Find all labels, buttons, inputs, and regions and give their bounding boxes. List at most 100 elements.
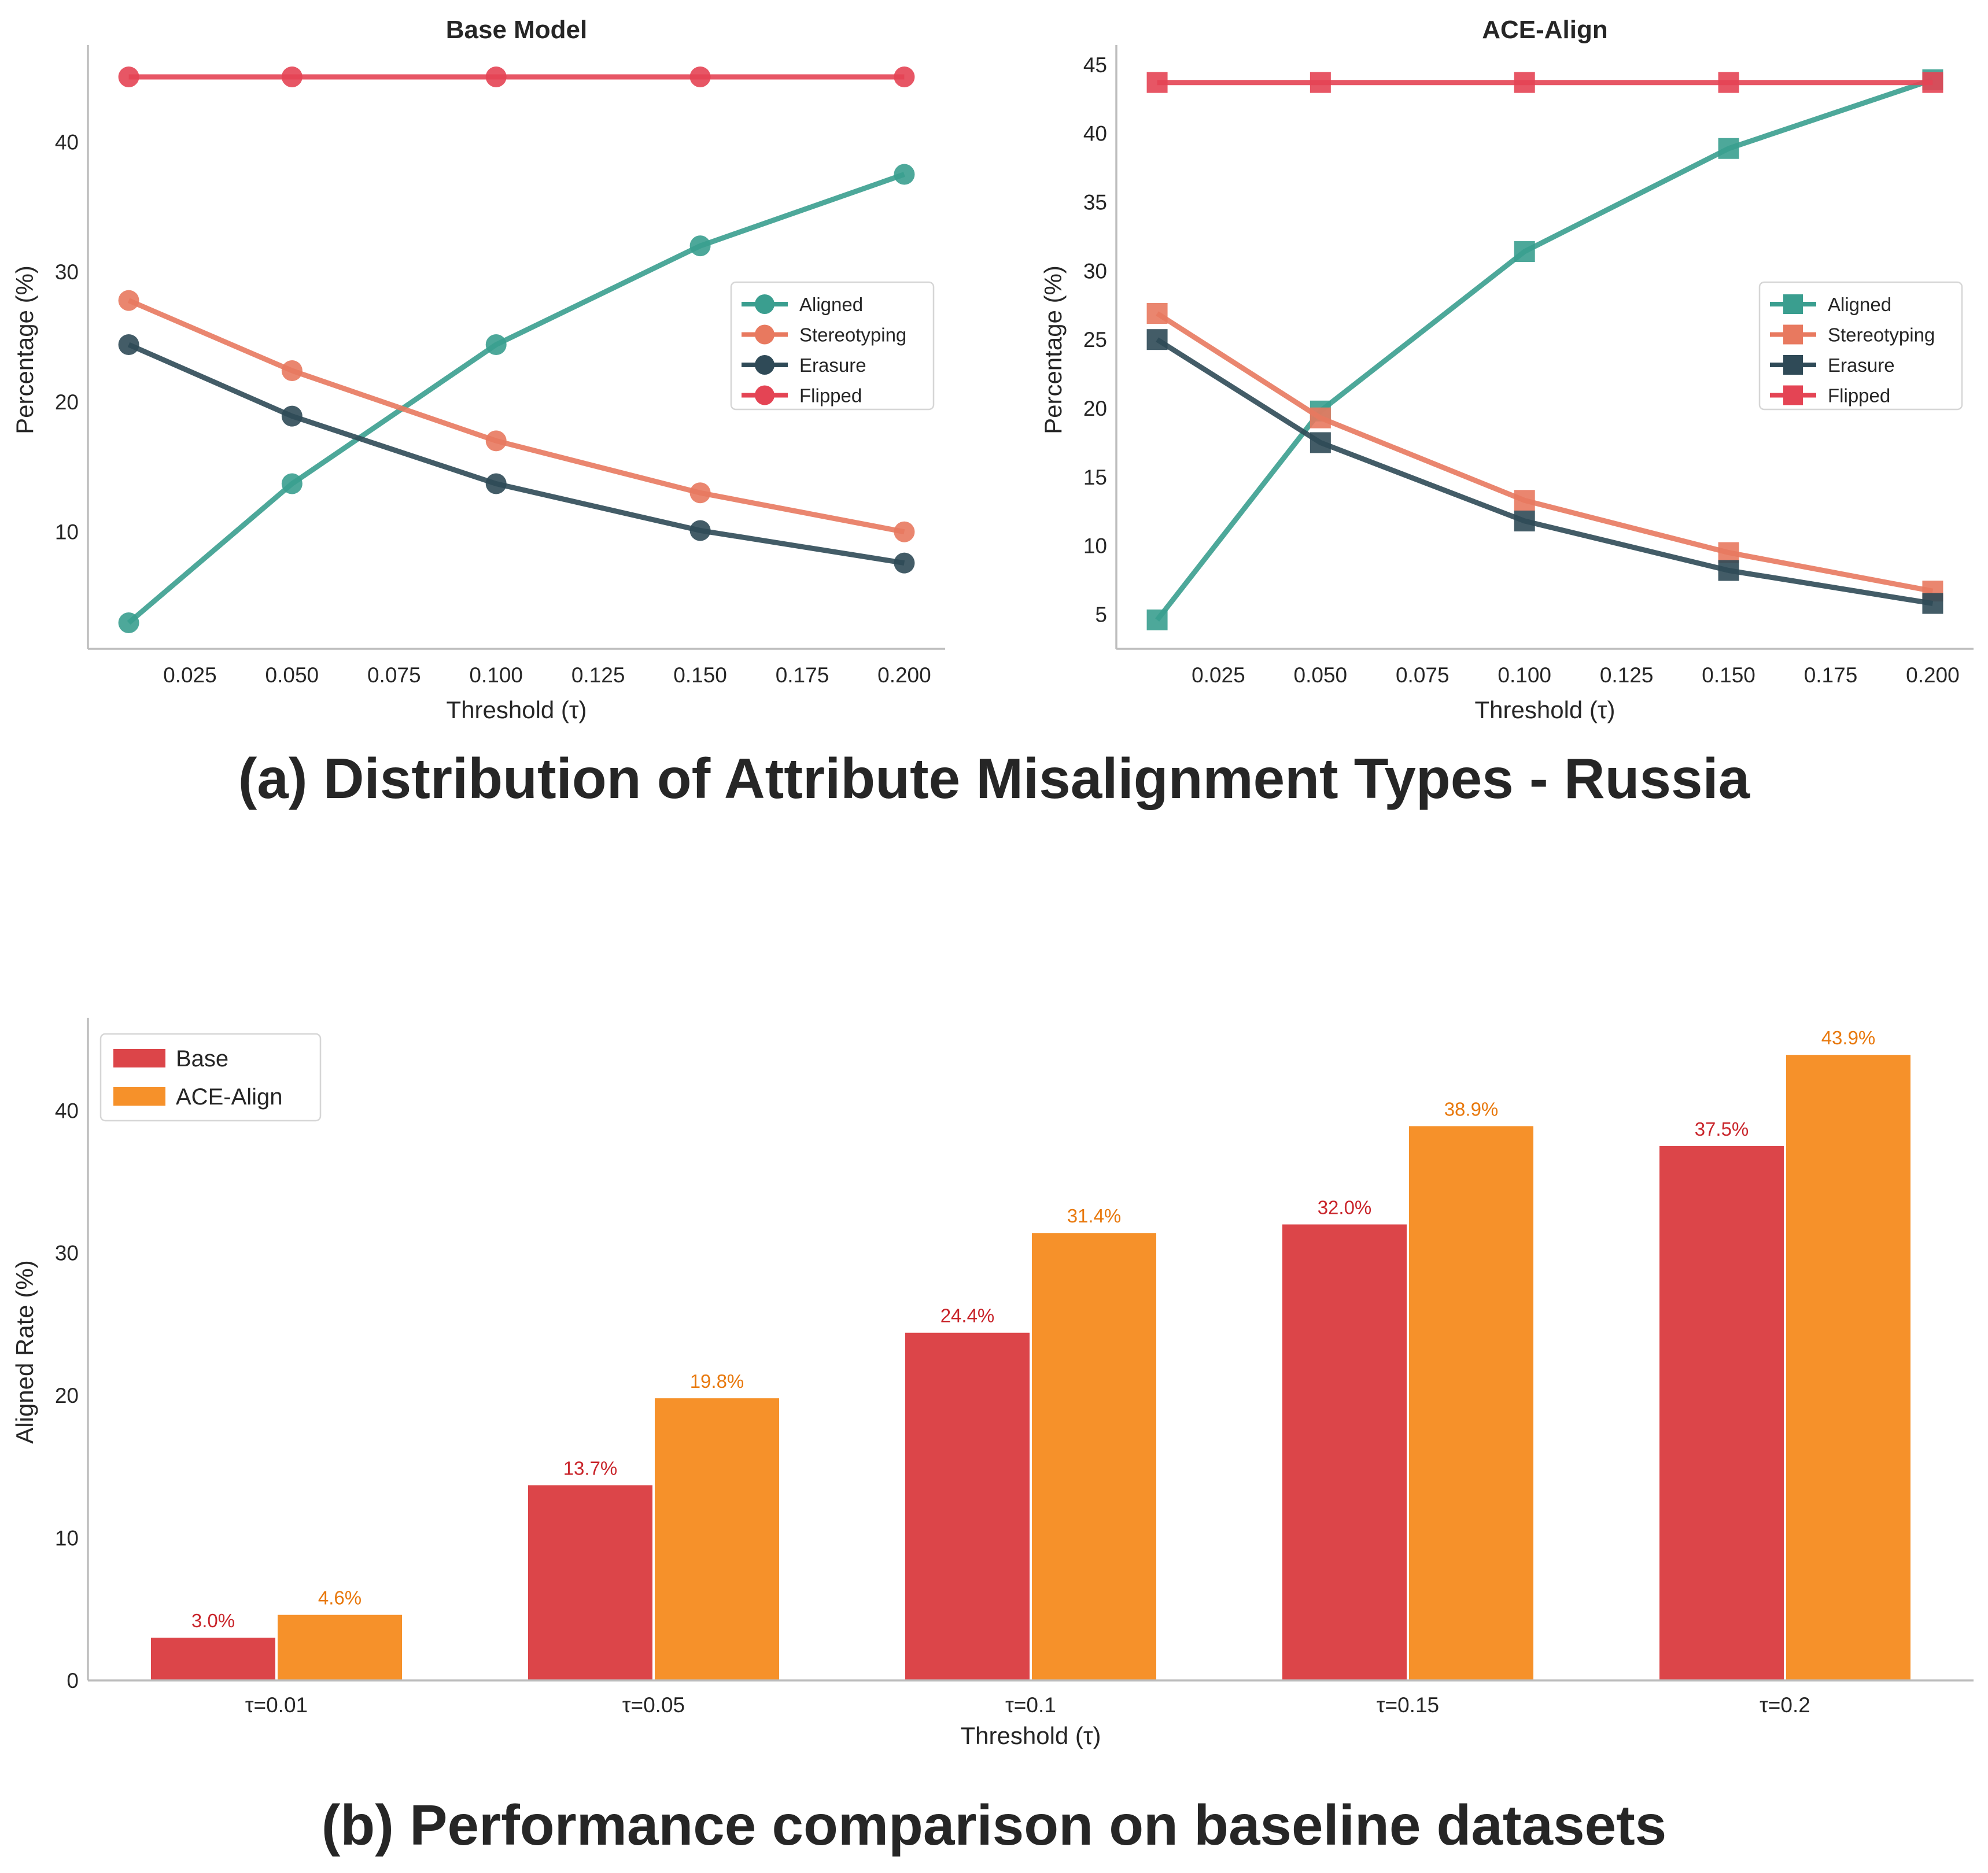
- x-tick-label: 0.150: [673, 663, 727, 687]
- y-tick-label: 10: [55, 1527, 79, 1550]
- legend-marker-erasure: [755, 355, 774, 375]
- data-point: [281, 66, 303, 87]
- y-tick-label: 40: [1083, 122, 1107, 146]
- x-tick-label: τ=0.05: [622, 1693, 685, 1717]
- bar-base: [151, 1638, 275, 1680]
- x-tick-label: 0.150: [1702, 663, 1755, 687]
- y-tick-label: 10: [55, 520, 79, 544]
- bar-ace-align: [278, 1615, 402, 1680]
- y-tick-label: 45: [1083, 53, 1107, 77]
- legend-label-stereotyping: Stereotyping: [799, 324, 906, 346]
- data-point: [1718, 72, 1739, 93]
- chart-title: Base Model: [446, 16, 588, 44]
- x-tick-label: 0.175: [1804, 663, 1858, 687]
- legend-swatch-base: [113, 1049, 165, 1067]
- data-point: [281, 360, 303, 381]
- y-tick-label: 40: [55, 130, 79, 154]
- data-point: [118, 66, 139, 87]
- x-tick-label: 0.100: [469, 663, 523, 687]
- legend-label-flipped: Flipped: [1828, 385, 1890, 407]
- ace-align-line-chart: ACE-Align 0.025 0.050 0.075 0.100 0.125 0.150 0…: [1039, 16, 1974, 723]
- y-tick-label: 5: [1095, 603, 1107, 627]
- legend-label-aligned: Aligned: [1828, 294, 1891, 315]
- x-tick-label: 0.200: [1906, 663, 1960, 687]
- data-point: [894, 164, 915, 185]
- data-point: [1310, 72, 1331, 93]
- legend-marker-aligned: [755, 294, 774, 314]
- data-point: [1718, 542, 1739, 563]
- x-tick-label: 0.125: [571, 663, 625, 687]
- y-axis-label: Percentage (%): [11, 265, 38, 434]
- bar-value-label: 24.4%: [940, 1305, 995, 1327]
- legend-label-erasure: Erasure: [799, 354, 866, 376]
- caption-a: (a) Distribution of Attribute Misalignme…: [238, 747, 1750, 810]
- x-axis-label: Threshold (τ): [1475, 696, 1616, 723]
- x-axis-label: Threshold (τ): [961, 1722, 1101, 1749]
- x-tick-label: τ=0.1: [1005, 1693, 1056, 1717]
- y-tick-label: 40: [55, 1099, 79, 1122]
- data-point: [1718, 138, 1739, 159]
- y-tick-label: 25: [1083, 328, 1107, 352]
- x-tick-label: 0.075: [367, 663, 421, 687]
- y-tick-label: 0: [67, 1669, 79, 1693]
- x-tick-label: 0.050: [1294, 663, 1348, 687]
- bar-ace-align: [655, 1398, 779, 1680]
- x-tick-label: 0.125: [1600, 663, 1654, 687]
- data-point: [1310, 432, 1331, 453]
- y-tick-label: 35: [1083, 190, 1107, 214]
- x-tick-label: 0.200: [877, 663, 931, 687]
- data-point: [1514, 490, 1535, 511]
- y-tick-label: 15: [1083, 466, 1107, 489]
- x-tick-label: 0.075: [1396, 663, 1449, 687]
- y-axis-label: Aligned Rate (%): [11, 1260, 38, 1443]
- bar-value-label: 31.4%: [1067, 1205, 1122, 1226]
- data-point: [1146, 303, 1168, 324]
- bar-base: [528, 1485, 652, 1680]
- legend-marker-erasure: [1783, 355, 1803, 375]
- caption-b: (b) Performance comparison on baseline d…: [321, 1793, 1667, 1857]
- bar-base: [905, 1332, 1030, 1680]
- legend-marker-aligned: [1783, 294, 1803, 314]
- data-point: [894, 66, 915, 87]
- data-point: [894, 521, 915, 542]
- legend-label-stereotyping: Stereotyping: [1828, 324, 1935, 346]
- x-tick-label: τ=0.2: [1760, 1693, 1810, 1717]
- y-tick-label: 20: [55, 1384, 79, 1407]
- bar-value-label: 3.0%: [191, 1610, 235, 1631]
- legend-frame: [730, 281, 935, 411]
- legend: Aligned Stereotyping Erasure Flipped: [1758, 281, 1963, 411]
- bar-value-label: 37.5%: [1695, 1118, 1749, 1140]
- data-point: [1922, 593, 1943, 614]
- y-tick-label: 30: [55, 1242, 79, 1265]
- x-tick-label: 0.025: [163, 663, 217, 687]
- legend-label-base: Base: [176, 1046, 228, 1072]
- data-point: [1514, 241, 1535, 263]
- legend: Aligned Stereotyping Erasure Flipped: [730, 281, 935, 411]
- data-point: [485, 334, 507, 356]
- x-tick-label: 0.050: [265, 663, 319, 687]
- legend-marker-flipped: [1783, 385, 1803, 405]
- data-point: [1310, 407, 1331, 428]
- data-point: [1146, 329, 1168, 350]
- data-point: [485, 66, 507, 87]
- legend-marker-stereotyping: [755, 324, 774, 345]
- data-point: [1718, 560, 1739, 581]
- aligned-rate-bar-chart: 0 10 20 30 40 3.0% 4.6% τ=0.01 13.7% 19.8% τ=0.05 2…: [11, 1018, 1974, 1749]
- bar-ace-align: [1409, 1126, 1533, 1680]
- data-point: [281, 473, 303, 494]
- legend-marker-flipped: [755, 385, 774, 405]
- y-tick-label: 30: [55, 260, 79, 284]
- legend-swatch-ace-align: [113, 1087, 165, 1106]
- chart-title: ACE-Align: [1482, 16, 1608, 44]
- data-point: [894, 552, 915, 574]
- y-tick-label: 10: [1083, 534, 1107, 558]
- x-tick-label: 0.025: [1192, 663, 1245, 687]
- legend-frame: [1758, 281, 1963, 411]
- bar-base: [1659, 1146, 1784, 1680]
- bar-ace-align: [1786, 1055, 1910, 1680]
- data-point: [689, 482, 711, 504]
- legend-label-flipped: Flipped: [799, 385, 862, 407]
- y-tick-label: 20: [1083, 397, 1107, 420]
- data-point: [485, 473, 507, 494]
